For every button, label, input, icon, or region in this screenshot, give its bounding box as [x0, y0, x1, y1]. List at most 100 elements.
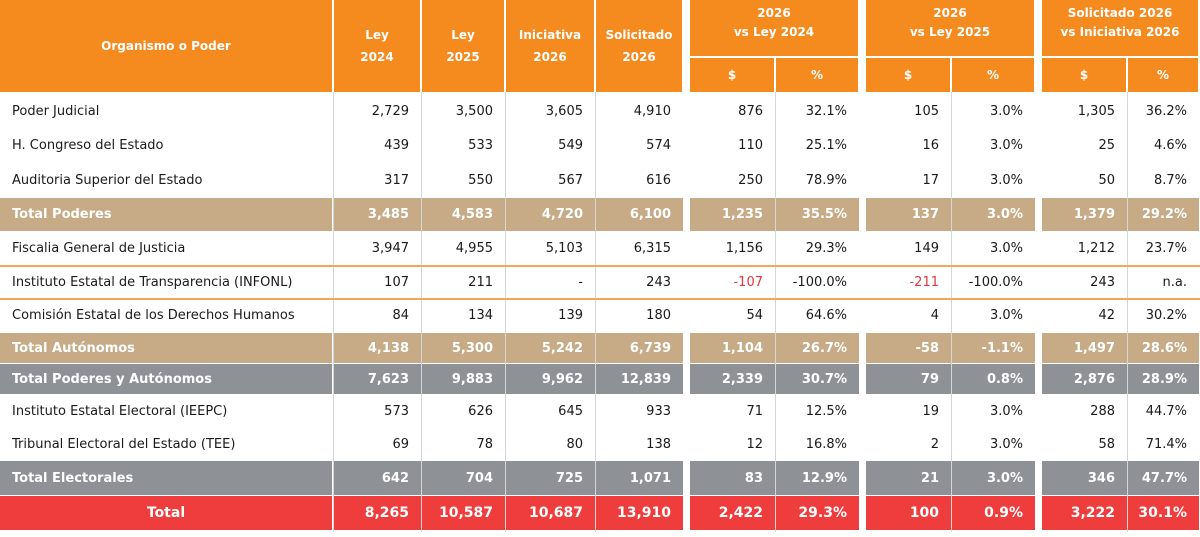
- cell-ini2026: 5,242: [506, 333, 595, 363]
- cell-g2p: 3.0%: [952, 428, 1035, 460]
- cell-g1d: 83: [690, 461, 775, 495]
- cell-ley2025: 4,583: [422, 198, 505, 231]
- header-group-vs-ley-2025-line: vs Ley 2025: [909, 25, 991, 39]
- cell-g2d: 79: [866, 364, 951, 394]
- column-divider: [1127, 92, 1128, 532]
- cell-g1p: 26.7%: [776, 333, 859, 363]
- column-divider: [421, 92, 422, 532]
- header-ley-2025-line: 2025: [446, 50, 480, 64]
- header-organismo: Organismo o Poder: [0, 0, 332, 92]
- cell-g1p: 32.1%: [776, 95, 859, 127]
- cell-ley2025: 134: [422, 299, 505, 332]
- row-label: Total Electorales: [0, 461, 332, 495]
- cell-ley2024: 3,947: [334, 232, 421, 265]
- cell-ley2025: 9,883: [422, 364, 505, 394]
- header-group-vs-iniciativa-2026-dollar: $: [1042, 58, 1126, 92]
- header-group-vs-ley-2025-line: 2026: [933, 6, 967, 20]
- cell-g2d: 105: [866, 95, 951, 127]
- row-label: Tribunal Electoral del Estado (TEE): [0, 428, 332, 460]
- cell-ley2024: 573: [334, 395, 421, 427]
- cell-g3p: 23.7%: [1128, 232, 1199, 265]
- cell-ley2024: 4,138: [334, 333, 421, 363]
- cell-g3d: 288: [1042, 395, 1127, 427]
- cell-g3p: 8.7%: [1128, 164, 1199, 197]
- header-group-vs-ley-2024-percent: %: [776, 58, 858, 92]
- cell-g3d: 1,212: [1042, 232, 1127, 265]
- cell-g1p: 29.3%: [776, 496, 859, 530]
- cell-ley2025: 3,500: [422, 95, 505, 127]
- column-divider: [333, 92, 334, 532]
- header-solicitado-2026-line: 2026: [622, 50, 656, 64]
- cell-g3p: 36.2%: [1128, 95, 1199, 127]
- group-gap: [1036, 0, 1042, 537]
- cell-ley2024: 3,485: [334, 198, 421, 231]
- column-divider: [505, 92, 506, 532]
- header-group-vs-ley-2024-line: vs Ley 2024: [733, 25, 815, 39]
- cell-g1d: 110: [690, 128, 775, 163]
- cell-g3d: 50: [1042, 164, 1127, 197]
- row-label: H. Congreso del Estado: [0, 128, 332, 163]
- header-group-vs-ley-2025-dollar: $: [866, 58, 950, 92]
- cell-g2p: 3.0%: [952, 164, 1035, 197]
- cell-g2d: 2: [866, 428, 951, 460]
- row-label: Auditoria Superior del Estado: [0, 164, 332, 197]
- cell-g2d: 17: [866, 164, 951, 197]
- header-group-vs-ley-2025-percent: %: [952, 58, 1034, 92]
- cell-ini2026: 3,605: [506, 95, 595, 127]
- cell-g2p: 0.8%: [952, 364, 1035, 394]
- header-group-vs-ley-2024-line: 2026: [757, 6, 791, 20]
- cell-ley2025: 626: [422, 395, 505, 427]
- header-iniciativa-2026: Iniciativa 2026: [506, 0, 594, 92]
- cell-g2d: 16: [866, 128, 951, 163]
- cell-g1p: 64.6%: [776, 299, 859, 332]
- cell-g1d: 250: [690, 164, 775, 197]
- row-label: Total Poderes: [0, 198, 332, 231]
- cell-g3p: 28.9%: [1128, 364, 1199, 394]
- header-group-vs-iniciativa-2026-line: vs Iniciativa 2026: [1060, 25, 1180, 39]
- cell-ley2024: 69: [334, 428, 421, 460]
- row-label: Total Poderes y Autónomos: [0, 364, 332, 394]
- cell-g3d: 243: [1042, 266, 1127, 298]
- header-ley-2025: Ley 2025: [422, 0, 504, 92]
- cell-g1d: 1,235: [690, 198, 775, 231]
- header-ley-2024-line: 2024: [360, 50, 394, 64]
- cell-ley2024: 7,623: [334, 364, 421, 394]
- group-gap: [684, 0, 690, 537]
- cell-sol2026: 574: [596, 128, 683, 163]
- cell-g1d: 12: [690, 428, 775, 460]
- cell-g2p: 3.0%: [952, 198, 1035, 231]
- cell-g2d: -58: [866, 333, 951, 363]
- cell-ley2025: 533: [422, 128, 505, 163]
- header-group-vs-ley-2024-dollar: $: [690, 58, 774, 92]
- cell-sol2026: 243: [596, 266, 683, 298]
- cell-g3p: 30.2%: [1128, 299, 1199, 332]
- header-iniciativa-2026-line: 2026: [533, 50, 567, 64]
- cell-g2p: 0.9%: [952, 496, 1035, 530]
- cell-g1d: 1,104: [690, 333, 775, 363]
- highlight-line: [0, 298, 1200, 300]
- cell-g1p: 30.7%: [776, 364, 859, 394]
- header-group-vs-ley-2025: 2026 vs Ley 2025: [866, 0, 1034, 56]
- cell-g2p: -100.0%: [952, 266, 1035, 298]
- cell-g3p: 44.7%: [1128, 395, 1199, 427]
- cell-g2d: 19: [866, 395, 951, 427]
- header-solicitado-2026-line: Solicitado: [605, 28, 673, 42]
- cell-g1p: 78.9%: [776, 164, 859, 197]
- row-label: Instituto Estatal de Transparencia (INFO…: [0, 266, 332, 298]
- cell-g1p: 12.9%: [776, 461, 859, 495]
- cell-ley2025: 4,955: [422, 232, 505, 265]
- cell-g3d: 3,222: [1042, 496, 1127, 530]
- cell-ley2024: 317: [334, 164, 421, 197]
- cell-g2d: 21: [866, 461, 951, 495]
- cell-g1d: 2,339: [690, 364, 775, 394]
- cell-g3p: 4.6%: [1128, 128, 1199, 163]
- cell-g3d: 1,305: [1042, 95, 1127, 127]
- cell-g3d: 2,876: [1042, 364, 1127, 394]
- cell-ley2024: 8,265: [334, 496, 421, 530]
- cell-g3d: 42: [1042, 299, 1127, 332]
- cell-sol2026: 6,100: [596, 198, 683, 231]
- cell-g1p: 29.3%: [776, 232, 859, 265]
- row-label: Total Autónomos: [0, 333, 332, 363]
- cell-g2p: 3.0%: [952, 395, 1035, 427]
- header-organismo-line: Organismo o Poder: [101, 39, 231, 53]
